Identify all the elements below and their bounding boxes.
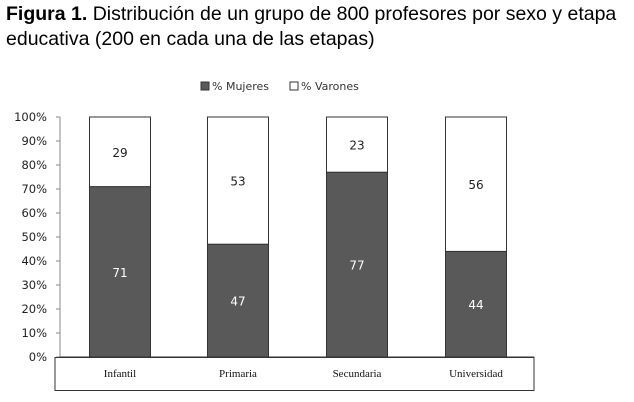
data-label-primaria-varones: 53 <box>230 175 245 189</box>
data-label-secundaria-mujeres: 77 <box>349 259 364 273</box>
bar-primaria-varones <box>207 116 269 245</box>
bars <box>89 116 507 358</box>
legend-swatch-varones <box>289 81 299 91</box>
bar-primaria-mujeres <box>207 243 269 358</box>
y-axis: 0% 10% 20% 30% 40% 50% 60% 70% 80% 90% 100% <box>14 110 61 364</box>
data-label-infantil-mujeres: 71 <box>112 266 127 280</box>
bar-secundaria-varones <box>326 116 388 173</box>
x-tick-label-secundaria: Secundaria <box>333 368 382 380</box>
y-tick-label: 70% <box>21 182 47 196</box>
y-tick-label: 10% <box>21 326 47 340</box>
legend: % Mujeres % Varones <box>200 80 359 93</box>
y-tick-label: 90% <box>21 134 47 148</box>
bar-secundaria-mujeres <box>326 171 388 358</box>
legend-label-mujeres: % Mujeres <box>212 80 269 93</box>
x-tick-label-primaria: Primaria <box>219 368 257 380</box>
y-tick-label: 0% <box>29 350 47 364</box>
data-labels: 71 29 47 53 77 23 44 56 <box>112 139 483 313</box>
y-tick-label: 40% <box>21 254 47 268</box>
bar-universidad-varones <box>445 116 507 252</box>
data-label-universidad-varones: 56 <box>468 178 483 192</box>
data-label-primaria-mujeres: 47 <box>230 295 245 309</box>
legend-swatch-mujeres <box>200 81 210 91</box>
bar-infantil-mujeres <box>89 186 151 358</box>
y-tick-label: 20% <box>21 302 47 316</box>
x-axis: Infantil Primaria Secundaria Universidad <box>54 356 535 391</box>
data-label-infantil-varones: 29 <box>112 146 127 160</box>
y-tick-label: 100% <box>14 110 47 124</box>
data-label-secundaria-varones: 23 <box>349 139 364 153</box>
figure-title-text: Distribución de un grupo de 800 profesor… <box>6 3 617 50</box>
figure-title: Figura 1. Distribución de un grupo de 80… <box>6 2 631 52</box>
x-tick-label-infantil: Infantil <box>104 368 136 380</box>
figure-title-prefix: Figura 1. <box>6 3 88 25</box>
y-tick-label: 50% <box>21 230 47 244</box>
bar-infantil-varones <box>89 116 151 188</box>
x-tick-label-universidad: Universidad <box>449 368 503 380</box>
data-label-universidad-mujeres: 44 <box>468 298 483 312</box>
x-axis-category-box <box>54 357 535 391</box>
y-tick-label: 80% <box>21 158 47 172</box>
legend-label-varones: % Varones <box>301 80 359 93</box>
y-tick-label: 30% <box>21 278 47 292</box>
y-tick-label: 60% <box>21 206 47 220</box>
